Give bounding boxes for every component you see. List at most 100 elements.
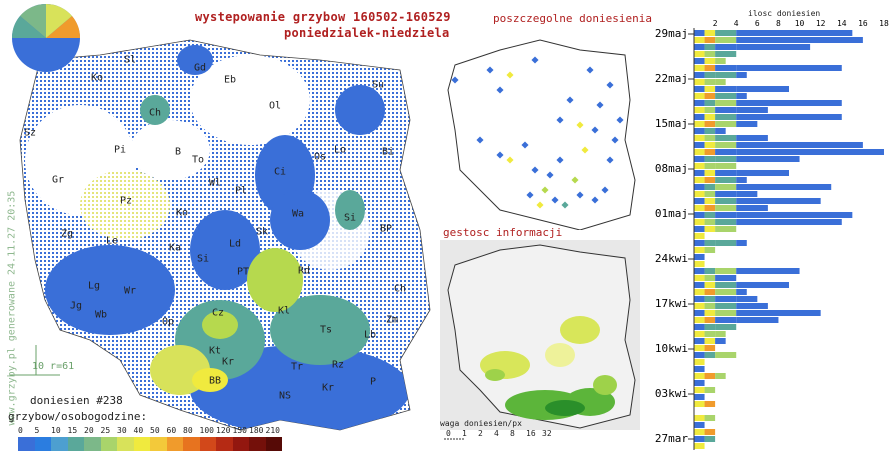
region-label: BB [208,375,222,387]
bar-segment [704,317,716,323]
bar-segment [715,170,737,176]
bar-segment [704,163,716,169]
density-legend-title: waga doniesien/px [440,419,522,428]
bar-segment [694,366,705,372]
bar-segment [694,121,705,127]
bar-segment [736,37,863,43]
bar-segment [704,282,716,288]
row-label: 27mar [655,432,688,445]
region-label: BP [379,223,393,235]
bar-segment [694,394,705,400]
report-point [566,96,574,104]
bar-segment [694,436,705,442]
density-swatch [456,438,458,440]
legend-swatch [166,437,183,451]
report-point [591,126,599,134]
region-label: Op [161,316,175,328]
bar-segment [715,296,737,302]
color-legend [18,437,282,451]
report-point [591,196,599,204]
bar-segment [715,268,737,274]
report-point [556,156,564,164]
bar-segment [704,436,716,442]
region-label: To [191,154,205,166]
report-point [526,191,534,199]
bar-segment [715,177,737,183]
points-panel-title: poszczegolne doniesienia [493,12,652,25]
bar-segment [704,247,716,253]
bar-segment [715,58,726,64]
pie-chart [11,3,81,72]
bar-segment [694,191,705,197]
legend-swatch [34,437,51,451]
region-label: Jg [69,300,83,312]
bar-segment [704,429,716,435]
report-point [596,101,604,109]
legend-swatch [232,437,249,451]
density-swatch [462,438,464,440]
report-point [616,116,624,124]
bar-segment [736,296,758,302]
bar-segment [704,338,716,344]
bar-segment [694,373,705,379]
report-point [556,116,564,124]
region-label: Lb [363,329,377,341]
report-point [606,156,614,164]
reports-bar-chart: 2 4 6 8 10 12 14 16 18 29maj 22maj 15maj 08maj 01maj 2… [655,19,889,450]
bar-segment [715,373,726,379]
bar-segment [736,121,758,127]
bar-segment [704,121,716,127]
x-tick-label: 10 [795,19,805,28]
region-label: Wa [291,208,305,220]
bar-segment [694,79,705,85]
region-label: B [174,146,182,158]
density-panel-title: gestosc informacji [443,226,563,239]
region-label: Pz [119,195,133,207]
bar-segment [736,184,832,190]
region-label: Su [371,79,385,91]
bar-segment [715,331,726,337]
legend-tick: 40 [133,426,144,435]
report-point [506,156,514,164]
bar-segment [694,254,705,260]
row-label: 17kwi [655,297,688,310]
region-label: Pl [234,185,248,197]
x-tick-label: 14 [837,19,847,28]
legend-swatch [249,437,266,451]
bar-segment [736,212,853,218]
legend-title: grzybow/osobogodzine: [8,410,148,423]
bar-segment [704,142,716,148]
row-label: 03kwi [655,387,688,400]
density-tick: 32 [542,429,552,438]
bar-segment [694,310,705,316]
row-label: 08maj [655,162,688,175]
bar-segment [715,114,737,120]
region-label: Ch [148,107,162,119]
region-label: Os [313,151,327,163]
region-label: Tr [290,361,304,373]
bar-segment [715,86,737,92]
x-tick-label: 2 [713,19,718,28]
bar-segment [736,289,747,295]
density-tick: 16 [526,429,536,438]
row-label: 29maj [655,27,688,40]
legend-swatch [84,437,101,451]
region-label: Sk [255,226,269,238]
bar-segment [715,121,737,127]
legend-tick: 120 [216,426,231,435]
legend-tick: 5 [34,426,40,435]
bar-segment [694,107,705,113]
region-label: Ts [319,324,333,336]
bar-segment [704,226,716,232]
bar-segment [704,30,716,36]
bar-segment [694,268,705,274]
density-tick: 0 [446,429,451,438]
bar-segment [694,170,705,176]
bar-segment [704,191,716,197]
bar-segment [704,107,716,113]
bar-segment [736,177,747,183]
region-label: Ol [268,100,282,112]
bar-segment [704,415,716,421]
bar-segment [715,135,737,141]
bar-segment [694,100,705,106]
